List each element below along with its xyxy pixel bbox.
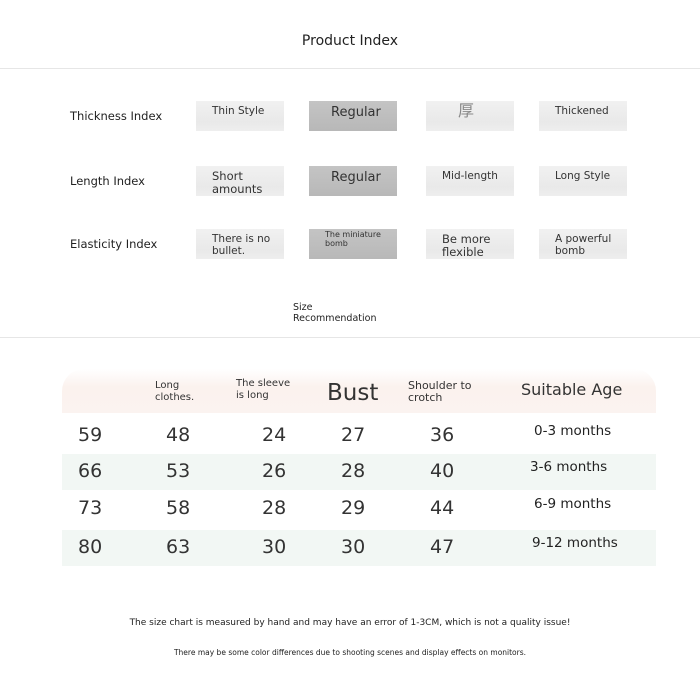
table-row: 66 53 26 28 40 3-6 months — [62, 454, 656, 490]
page-title: Product Index — [301, 33, 399, 49]
table-cell: 47 — [430, 536, 455, 558]
index-option: Short amounts — [196, 166, 284, 196]
table-cell: 66 — [78, 460, 103, 482]
table-cell: 80 — [78, 536, 103, 558]
measurement-note: The size chart is measured by hand and m… — [129, 618, 571, 628]
index-option: Regular — [309, 101, 397, 131]
table-cell: 29 — [341, 497, 366, 519]
table-cell: 40 — [430, 460, 455, 482]
index-option: Long Style — [539, 166, 627, 196]
table-cell: 28 — [262, 497, 287, 519]
table-cell: 63 — [166, 536, 191, 558]
index-option: Regular — [309, 166, 397, 196]
index-option: A powerful bomb — [539, 229, 627, 259]
table-cell: 26 — [262, 460, 287, 482]
table-cell: 30 — [262, 536, 287, 558]
index-option: Thin Style — [196, 101, 284, 131]
index-label: Length Index — [70, 174, 145, 188]
index-option: 厚 — [426, 101, 514, 131]
table-cell: 27 — [341, 424, 366, 446]
header-suitable-age: Suitable Age — [521, 380, 623, 399]
table-cell: 58 — [166, 497, 191, 519]
header-bust: Bust — [327, 380, 379, 406]
index-option: Mid-length — [426, 166, 514, 196]
age-cell: 3-6 months — [530, 459, 608, 475]
header-sleeve: The sleeve is long — [236, 378, 291, 401]
divider — [0, 68, 700, 69]
age-cell: 0-3 months — [534, 423, 612, 439]
index-option: The miniature bomb — [309, 229, 397, 259]
color-note: There may be some color differences due … — [173, 648, 527, 657]
age-cell: 9-12 months — [532, 535, 618, 551]
index-option: Be more flexible — [426, 229, 514, 259]
header-shoulder-crotch: Shoulder to crotch — [408, 379, 472, 404]
index-option: There is no bullet. — [196, 229, 284, 259]
table-cell: 59 — [78, 424, 103, 446]
header-long-clothes: Long clothes. — [155, 380, 195, 403]
index-label: Elasticity Index — [70, 237, 158, 251]
table-cell: 30 — [341, 536, 366, 558]
table-cell: 44 — [430, 497, 455, 519]
age-cell: 6-9 months — [534, 496, 612, 512]
size-table-header: Long clothes. The sleeve is long Bust Sh… — [62, 369, 656, 413]
table-row: 59 48 24 27 36 0-3 months — [62, 418, 656, 454]
index-option: Thickened — [539, 101, 627, 131]
divider — [0, 337, 700, 338]
index-label: Thickness Index — [70, 109, 163, 123]
size-recommendation-heading: Size Recommendation — [293, 302, 377, 324]
table-cell: 36 — [430, 424, 455, 446]
table-cell: 48 — [166, 424, 191, 446]
table-cell: 53 — [166, 460, 191, 482]
table-row: 73 58 28 29 44 6-9 months — [62, 491, 656, 527]
table-row: 80 63 30 30 47 9-12 months — [62, 530, 656, 566]
table-cell: 28 — [341, 460, 366, 482]
table-cell: 73 — [78, 497, 103, 519]
table-cell: 24 — [262, 424, 287, 446]
